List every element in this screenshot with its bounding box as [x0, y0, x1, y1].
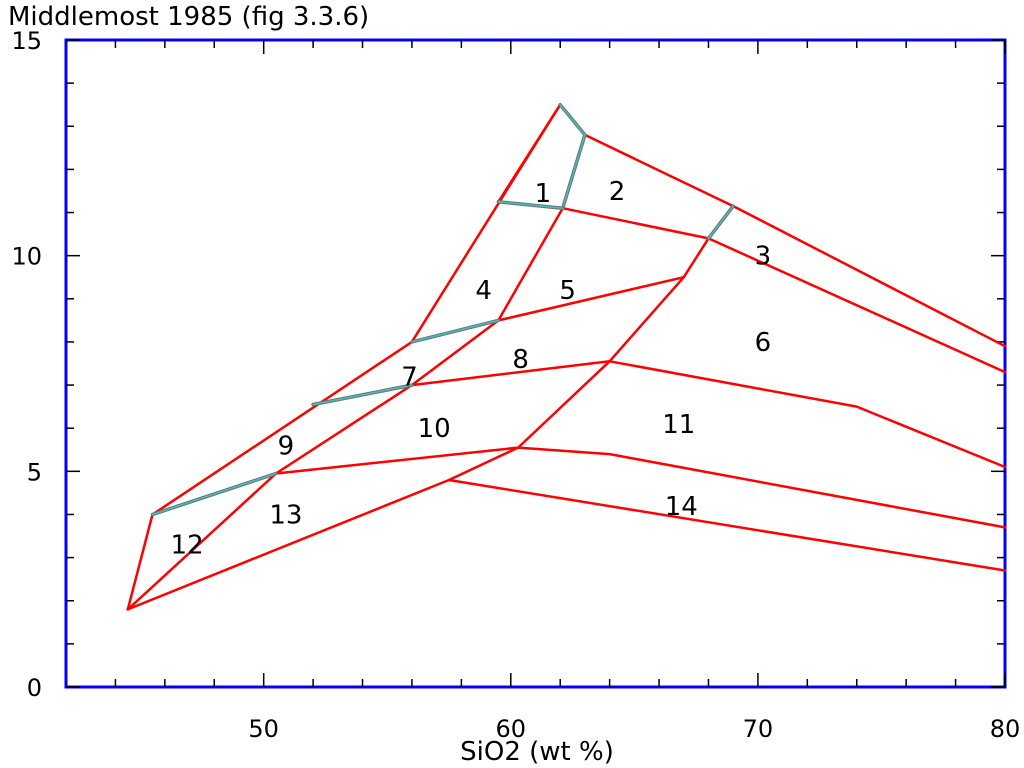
- field-label-8: 8: [512, 345, 529, 375]
- chart-title: Middlemost 1985 (fig 3.3.6): [8, 2, 369, 32]
- field-label-1: 1: [535, 179, 552, 209]
- field-label-9: 9: [278, 431, 295, 461]
- y-tick-label: 0: [27, 674, 42, 702]
- field-label-2: 2: [609, 177, 626, 207]
- field-boundary: [274, 446, 1007, 529]
- field-label-12: 12: [171, 531, 204, 561]
- x-tick-label: 70: [743, 715, 774, 743]
- x-tick-label: 80: [990, 715, 1021, 743]
- field-boundary-alt: [312, 384, 413, 406]
- field-label-13: 13: [269, 500, 302, 530]
- field-boundary-alt: [497, 201, 564, 209]
- field-boundary: [126, 237, 710, 611]
- field-boundary-alt: [707, 205, 734, 240]
- field-boundary: [410, 360, 1007, 469]
- y-tick-label: 5: [27, 458, 42, 486]
- field-label-4: 4: [475, 276, 492, 306]
- field-label-14: 14: [665, 492, 698, 522]
- field-label-5: 5: [559, 276, 576, 306]
- field-boundary: [126, 103, 562, 611]
- x-axis-label: SiO2 (wt %): [460, 737, 614, 767]
- field-boundary-alt: [411, 319, 500, 343]
- field-boundary: [497, 103, 562, 204]
- field-boundary: [447, 478, 1007, 572]
- x-tick-label: 50: [248, 715, 279, 743]
- field-boundary-alt: [559, 103, 586, 209]
- plot-frame: [64, 38, 1007, 689]
- field-label-3: 3: [755, 242, 772, 272]
- field-label-7: 7: [401, 362, 418, 392]
- y-tick-label: 10: [11, 243, 42, 271]
- field-label-10: 10: [418, 414, 451, 444]
- field-boundary: [497, 275, 686, 322]
- field-label-6: 6: [755, 328, 772, 358]
- field-boundary-alt: [151, 472, 277, 516]
- field-label-11: 11: [662, 410, 695, 440]
- x-tick-label: 60: [496, 715, 527, 743]
- y-tick-label: 15: [11, 27, 42, 55]
- field-boundary: [583, 133, 1007, 348]
